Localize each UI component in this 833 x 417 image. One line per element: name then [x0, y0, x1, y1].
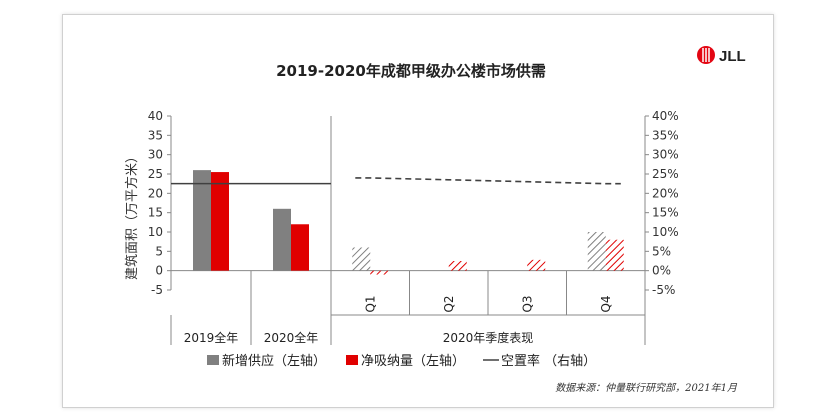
y-tick-label: 10: [148, 225, 163, 239]
source-note: 数据来源：仲量联行研究部，2021年1月: [555, 382, 738, 394]
axis-labels: 40 35 30 25 20 15 10 5 0 -5 40% 35% 30% 25% 20% 15% 10% 5…: [148, 109, 679, 345]
y-tick-label: 30: [148, 148, 163, 162]
y2-tick-label: 15%: [652, 206, 679, 220]
legend-swatch-net-absorption: [346, 355, 358, 365]
group-label-quarterly: 2020年季度表现: [443, 330, 534, 345]
bar-net-absorption-quarter: [527, 259, 546, 271]
y-tick-label: 5: [155, 244, 163, 258]
y2-tick-label: 5%: [652, 244, 671, 258]
legend-new-supply: 新增供应（左轴）: [222, 353, 326, 369]
y-tick-label: 35: [148, 128, 163, 142]
bar-net-absorption-quarter: [605, 239, 624, 271]
bar-net-absorption-quarter: [370, 270, 389, 275]
chart-svg: 2019-2020年成都甲级办公楼市场供需 JLL 建筑面积（万平方米） 40 3…: [124, 46, 746, 394]
y-tick-label: 20: [148, 186, 163, 200]
category-label-quarter: Q3: [520, 295, 534, 312]
legend: 新增供应（左轴） 净吸纳量（左轴） 空置率 （右轴）: [207, 353, 596, 369]
y2-tick-label: 30%: [652, 148, 679, 162]
category-label-quarter: Q4: [599, 295, 613, 312]
axes: [167, 115, 649, 345]
logo-text: JLL: [719, 48, 746, 65]
y2-tick-label: 25%: [652, 167, 679, 181]
y2-tick-label: -5%: [652, 283, 675, 297]
legend-vacancy: 空置率 （右轴）: [501, 353, 596, 369]
y-tick-label: -5: [151, 283, 163, 297]
y-axis-title: 建筑面积（万平方米）: [124, 150, 140, 280]
y2-tick-label: 20%: [652, 186, 679, 200]
y2-tick-label: 0%: [652, 264, 671, 278]
y-tick-label: 40: [148, 109, 163, 123]
jll-logo: JLL: [697, 46, 746, 65]
bar-new-supply-quarter: [587, 232, 606, 271]
bar-net-absorption-annual: [211, 172, 229, 271]
bar-new-supply-annual: [193, 170, 211, 271]
bar-net-absorption-quarter: [448, 261, 467, 271]
bar-new-supply-quarter: [352, 247, 371, 271]
chart-title: 2019-2020年成都甲级办公楼市场供需: [276, 62, 546, 80]
y-tick-label: 25: [148, 167, 163, 181]
category-label-annual: 2019全年: [184, 330, 239, 345]
category-label-quarter: Q2: [442, 295, 456, 312]
y-tick-label: 0: [155, 264, 163, 278]
category-label-quarter: Q1: [363, 295, 377, 312]
chart-card: 2019-2020年成都甲级办公楼市场供需 JLL 建筑面积（万平方米） 40 3…: [62, 14, 774, 408]
y2-tick-label: 10%: [652, 225, 679, 239]
y2-tick-label: 40%: [652, 109, 679, 123]
vacancy-line-quarterly: [355, 177, 621, 185]
legend-net-absorption: 净吸纳量（左轴）: [361, 354, 465, 369]
legend-swatch-new-supply: [207, 355, 219, 365]
bar-net-absorption-annual: [291, 224, 309, 271]
y2-tick-label: 35%: [652, 128, 679, 142]
chart-marks: [171, 170, 624, 275]
y-tick-label: 15: [148, 206, 163, 220]
bar-new-supply-annual: [273, 208, 291, 271]
category-label-annual: 2020全年: [264, 330, 319, 345]
